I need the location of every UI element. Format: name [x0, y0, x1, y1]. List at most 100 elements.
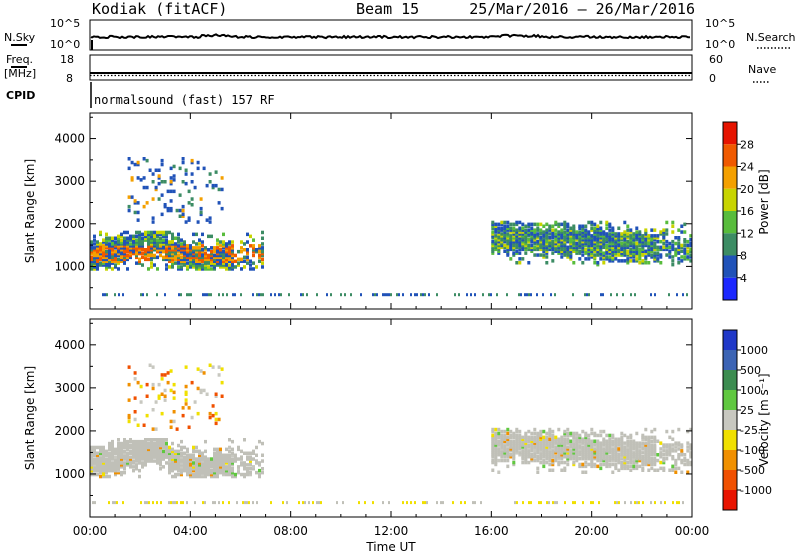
velocity-panel-cell	[174, 449, 177, 454]
velocity-panel-cell	[117, 470, 120, 475]
power-panel-cell	[186, 244, 189, 248]
power-panel-cell	[515, 243, 519, 248]
power-panel-cell	[156, 255, 159, 260]
power-panel-cell	[187, 201, 191, 205]
velocity-panel-cell	[159, 447, 162, 452]
velocity-panel-cell	[222, 468, 225, 473]
velocity-panel-cell	[237, 470, 240, 475]
power-panel-cell	[174, 242, 177, 246]
velocity-panel-cell	[120, 445, 123, 450]
power-panel-cell	[569, 251, 573, 255]
velocity-panel-cell	[159, 438, 162, 442]
power-panel-cell	[147, 267, 150, 271]
velocity-panel-cell	[165, 455, 168, 459]
power-panel-near-range-cell	[622, 293, 624, 297]
velocity-panel-cell	[545, 456, 549, 461]
power-panel-cell	[557, 230, 561, 234]
power-panel-cell	[111, 257, 114, 262]
power-panel-cell	[168, 240, 171, 244]
power-panel-cell	[635, 230, 639, 234]
velocity-panel-cell	[117, 447, 120, 452]
velocity-panel-cell	[665, 443, 669, 447]
velocity-panel-cell	[217, 417, 221, 422]
velocity-panel-cell	[569, 439, 573, 443]
power-panel-cell	[129, 255, 132, 260]
colorbar-tick-label: 20	[740, 183, 754, 196]
power-panel-cell	[150, 251, 153, 256]
power-panel-cell	[214, 183, 218, 188]
velocity-panel-cell	[638, 458, 642, 463]
power-panel-cell	[199, 212, 203, 217]
power-panel-cell	[635, 226, 639, 230]
velocity-panel-cell	[542, 429, 546, 434]
velocity-panel-cell	[117, 457, 120, 461]
power-panel-cell	[261, 261, 264, 265]
power-panel-near-range-echoes	[102, 293, 688, 297]
power-panel-cell	[608, 245, 612, 250]
velocity-panel-cell	[560, 439, 564, 443]
power-panel-cell	[632, 232, 636, 236]
velocity-panel-cell	[572, 435, 576, 440]
power-panel-cell	[168, 246, 171, 250]
power-panel-cell	[129, 246, 132, 250]
power-panel-cell	[162, 242, 165, 246]
power-panel-cell	[187, 218, 191, 222]
velocity-panel-cell	[521, 449, 525, 453]
power-panel-cell	[626, 243, 630, 248]
power-panel-cell	[156, 248, 159, 252]
power-panel-cell	[578, 224, 582, 228]
velocity-panel-cell	[190, 415, 194, 420]
velocity-panel-cell	[599, 433, 603, 438]
power-panel-cell	[494, 243, 498, 248]
power-panel-cell	[521, 257, 525, 261]
power-panel-cell	[151, 197, 155, 201]
velocity-panel-cell	[135, 443, 138, 448]
power-panel-cell	[169, 181, 173, 186]
power-panel-cell	[653, 247, 657, 252]
power-panel-cell	[542, 232, 546, 236]
power-panel-cell	[665, 243, 669, 248]
velocity-panel-cell	[560, 451, 564, 455]
power-panel-cell	[234, 253, 237, 258]
velocity-panel-cell	[491, 458, 495, 463]
velocity-panel-cell	[668, 449, 672, 453]
velocity-panel-cell	[213, 447, 216, 452]
power-panel-cell	[596, 224, 600, 228]
power-panel-cell	[168, 244, 171, 248]
velocity-panel-cell	[201, 453, 204, 457]
velocity-panel-near-range-cell	[152, 501, 154, 505]
velocity-panel-cell	[512, 445, 516, 449]
power-panel-cell	[237, 257, 240, 262]
power-panel-cell	[512, 247, 516, 252]
power-panel-cell	[138, 244, 141, 248]
power-panel-cell	[671, 220, 675, 225]
velocity-panel-cell	[635, 458, 639, 463]
velocity-panel-cell	[650, 445, 654, 449]
power-panel-cell	[183, 242, 186, 246]
power-panel-near-range-cell	[466, 293, 468, 297]
power-panel-cell	[171, 261, 174, 265]
power-panel-cell	[491, 226, 495, 230]
power-panel-cell	[665, 245, 669, 250]
power-panel-cell	[216, 246, 219, 250]
velocity-panel-cell	[111, 445, 114, 450]
power-panel-cell	[144, 249, 147, 254]
power-panel-near-range-cell	[676, 293, 678, 297]
velocity-panel-cell	[593, 443, 597, 447]
power-panel-cell	[208, 180, 212, 184]
velocity-panel-cell	[557, 427, 561, 432]
velocity-panel-cell	[611, 462, 615, 467]
velocity-panel-cell	[180, 453, 183, 457]
power-panel-cell	[204, 246, 207, 250]
power-panel-cell	[581, 239, 585, 244]
velocity-panel-cell	[186, 455, 189, 459]
velocity-panel-cell	[183, 445, 186, 450]
power-panel-cell	[129, 253, 132, 258]
velocity-panel-cell	[596, 443, 600, 447]
velocity-panel-cell	[569, 445, 573, 449]
power-panel-cell	[608, 257, 612, 261]
velocity-panel-cell	[539, 447, 543, 451]
velocity-panel-cell	[177, 467, 180, 471]
power-panel-cell	[662, 238, 666, 242]
velocity-panel-cell	[135, 465, 138, 469]
